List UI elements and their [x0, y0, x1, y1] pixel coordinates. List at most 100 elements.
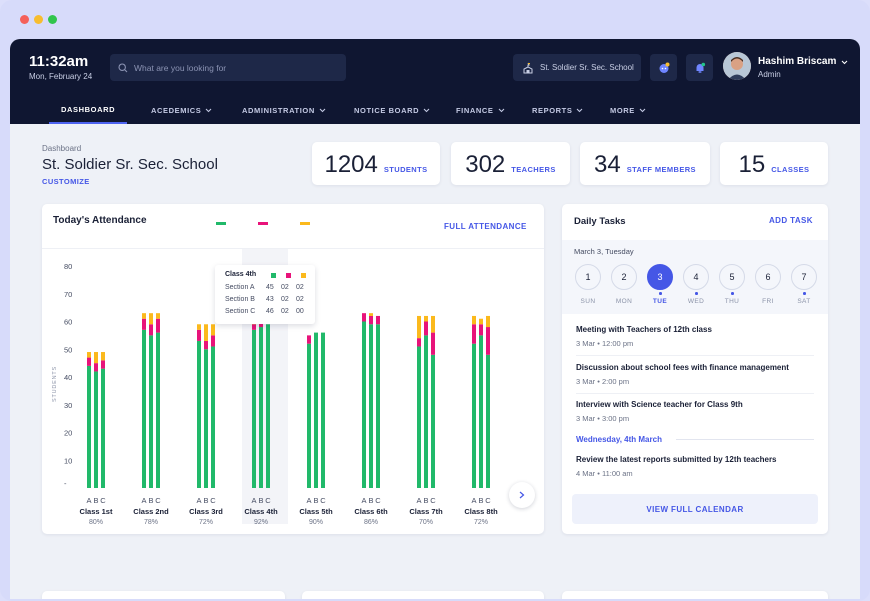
nav-item-finance[interactable]: FINANCE	[456, 97, 505, 124]
calendar-day-label: TUE	[652, 298, 668, 305]
y-tick-label: 60	[64, 318, 72, 327]
close-icon[interactable]	[808, 598, 818, 599]
close-icon[interactable]	[524, 598, 534, 599]
section-tick-label: A	[196, 496, 201, 505]
view-calendar-button[interactable]: VIEW FULL CALENDAR	[572, 494, 818, 524]
stat-staff[interactable]: 34 STAFF MEMBERS	[580, 142, 710, 185]
bar-absent	[307, 335, 311, 344]
task-title[interactable]: Discussion about school fees with financ…	[576, 363, 789, 372]
section-tick-label: B	[203, 496, 208, 505]
tooltip-row-value: 02	[281, 296, 289, 303]
nav-item-dashboard[interactable]: DASHBOARD	[49, 97, 128, 124]
legend-absent-swatch	[258, 222, 268, 225]
bar-absent	[94, 363, 98, 372]
bar-present	[149, 335, 153, 488]
card-actions	[502, 598, 534, 599]
task-title[interactable]: Interview with Science teacher for Class…	[576, 400, 743, 409]
section-tick-label: C	[430, 496, 436, 505]
bar-present	[87, 365, 91, 488]
bar-present	[431, 354, 435, 488]
tooltip-row-label: Section C	[225, 308, 256, 315]
add-task-link[interactable]: ADD TASK	[769, 216, 813, 225]
section-tick-label: B	[93, 496, 98, 505]
nav-item-label: NOTICE BOARD	[354, 106, 420, 115]
bar-absent	[204, 340, 208, 350]
section-tick-label: B	[423, 496, 428, 505]
maximize-dot[interactable]	[48, 15, 57, 24]
section-tick-label: A	[361, 496, 366, 505]
chart-next-button[interactable]	[509, 482, 535, 508]
nav-item-label: ACEDEMICS	[151, 106, 202, 115]
y-tick-label: -	[64, 479, 67, 488]
notifications-button[interactable]	[686, 54, 713, 81]
bar-present	[424, 335, 428, 488]
calendar-day-5[interactable]: 5	[719, 264, 745, 290]
attendance-legend	[216, 222, 310, 225]
messages-button[interactable]	[650, 54, 677, 81]
customize-link[interactable]: CUSTOMIZE	[42, 177, 90, 186]
minimize-dot[interactable]	[34, 15, 43, 24]
task-time: 3 Mar • 3:00 pm	[576, 414, 630, 423]
calendar-day-4[interactable]: 4	[683, 264, 709, 290]
search-box[interactable]	[110, 54, 346, 81]
user-avatar[interactable]	[723, 52, 751, 80]
breadcrumb[interactable]: Dashboard	[42, 144, 82, 153]
calendar-date-label: March 3, Tuesday	[574, 247, 634, 256]
task-title[interactable]: Meeting with Teachers of 12th class	[576, 325, 712, 334]
bar-present	[197, 340, 201, 488]
nav-item-acedemics[interactable]: ACEDEMICS	[151, 97, 212, 124]
drag-handle-icon[interactable]	[786, 598, 794, 599]
bar-present	[156, 332, 160, 488]
section-tick-label: C	[100, 496, 106, 505]
nav-item-administration[interactable]: ADMINISTRATION	[242, 97, 326, 124]
calendar-day-3[interactable]: 3	[647, 264, 673, 290]
search-input[interactable]	[134, 62, 334, 73]
nav-item-reports[interactable]: REPORTS	[532, 97, 583, 124]
nav-item-notice-board[interactable]: NOTICE BOARD	[354, 97, 430, 124]
tooltip-row-value: 43	[266, 296, 274, 303]
calendar-day-label: THU	[724, 298, 740, 305]
tooltip-row-label: Section A	[225, 284, 255, 291]
section-tick-label: B	[313, 496, 318, 505]
y-tick-label: 20	[64, 429, 72, 438]
calendar-day-label: WED	[687, 298, 705, 305]
stat-label: TEACHERS	[511, 165, 556, 174]
calendar-day-label: FRI	[762, 298, 774, 305]
calendar-day-2[interactable]: 2	[611, 264, 637, 290]
stat-students[interactable]: 1204 STUDENTS	[312, 142, 440, 185]
task-title[interactable]: Review the latest reports submitted by 1…	[576, 455, 777, 464]
class-tick-label: Class 3rd	[189, 507, 223, 516]
bar-present	[259, 327, 263, 488]
bar-absent	[431, 332, 435, 355]
drag-handle-icon[interactable]	[502, 598, 510, 599]
bar-absent	[486, 327, 490, 355]
bar-absent	[417, 338, 421, 347]
full-attendance-link[interactable]: FULL ATTENDANCE	[444, 222, 527, 231]
chevron-down-icon[interactable]	[841, 60, 848, 65]
nav-item-label: MORE	[610, 106, 635, 115]
calendar-day-label: MON	[615, 298, 633, 305]
close-icon[interactable]	[265, 598, 275, 599]
user-name[interactable]: Hashim Briscam	[758, 56, 837, 67]
window-controls	[20, 15, 57, 24]
close-dot[interactable]	[20, 15, 29, 24]
stat-classes[interactable]: 15 CLASSES	[720, 142, 828, 185]
chevron-down-icon	[498, 108, 504, 113]
card-actions	[786, 598, 818, 599]
task-time: 3 Mar • 12:00 pm	[576, 339, 634, 348]
calendar-day-6[interactable]: 6	[755, 264, 781, 290]
chevron-down-icon	[319, 108, 326, 113]
school-icon	[523, 62, 533, 73]
calendar-day-7[interactable]: 7	[791, 264, 817, 290]
school-selector[interactable]: St. Soldier Sr. Sec. School	[513, 54, 641, 81]
task-time: 4 Mar • 11:00 am	[576, 469, 633, 478]
stat-teachers[interactable]: 302 TEACHERS	[451, 142, 570, 185]
calendar-day-1[interactable]: 1	[575, 264, 601, 290]
nav-item-more[interactable]: MORE	[610, 97, 646, 124]
section-tick-label: C	[210, 496, 216, 505]
drag-handle-icon[interactable]	[243, 598, 251, 599]
bar-late	[479, 318, 483, 325]
tooltip-row-value: 46	[266, 308, 274, 315]
event-dot	[731, 292, 734, 295]
